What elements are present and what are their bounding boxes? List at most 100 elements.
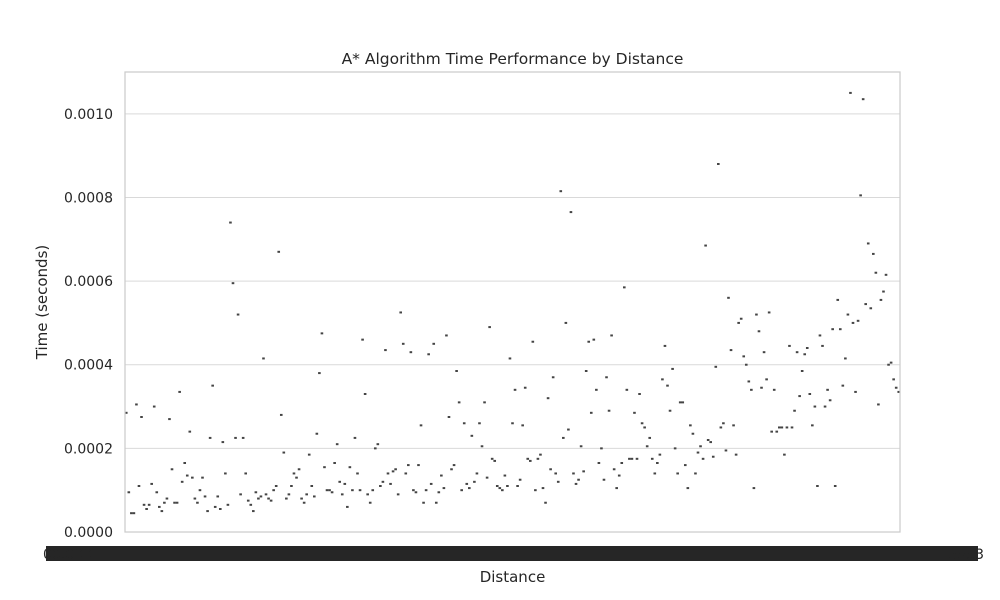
data-point: [719, 426, 723, 429]
data-point: [506, 485, 509, 487]
data-point: [234, 436, 237, 439]
data-point: [445, 334, 448, 337]
data-point: [859, 194, 862, 197]
data-point: [640, 422, 644, 425]
data-point: [625, 388, 629, 391]
data-point: [691, 432, 695, 435]
data-point: [658, 453, 662, 456]
data-point: [262, 357, 265, 360]
data-point: [572, 472, 575, 475]
data-point: [338, 480, 342, 483]
data-point: [264, 493, 268, 496]
x-tick-labels: 00.000 5553: [43, 546, 984, 563]
data-point: [468, 487, 471, 490]
data-point: [556, 480, 560, 483]
data-point: [689, 424, 692, 427]
data-point: [818, 334, 822, 337]
data-point: [447, 416, 451, 418]
data-point: [450, 468, 453, 471]
data-point: [381, 480, 385, 483]
data-point: [800, 370, 804, 372]
data-point: [224, 472, 227, 475]
data-point: [661, 378, 664, 381]
data-point: [376, 443, 380, 446]
data-point: [193, 497, 197, 500]
data-point: [795, 351, 799, 354]
data-point: [272, 489, 275, 492]
data-point: [836, 298, 840, 301]
data-point: [493, 459, 497, 462]
data-point: [734, 453, 738, 456]
data-point: [709, 441, 712, 444]
data-point: [221, 441, 225, 444]
data-point: [615, 487, 618, 490]
data-point: [828, 399, 832, 402]
data-point: [132, 512, 136, 515]
data-point: [755, 313, 758, 316]
data-point: [315, 432, 319, 435]
data-point: [653, 472, 657, 475]
data-point: [803, 353, 807, 356]
data-point: [780, 426, 784, 429]
data-point: [826, 388, 829, 391]
data-point: [864, 303, 867, 306]
data-point: [297, 468, 301, 471]
data-point: [213, 505, 217, 508]
data-point: [155, 491, 159, 494]
y-tick-labels: 0.0000 0.0002 0.0004 0.0006 0.0008 0.0010: [64, 107, 113, 541]
data-point: [706, 439, 710, 441]
data-point: [142, 503, 146, 506]
y-tick-label: 0.0008: [64, 190, 113, 206]
data-point: [844, 357, 847, 360]
data-point: [742, 355, 746, 358]
data-point: [198, 489, 202, 492]
data-point: [765, 378, 768, 381]
data-point: [384, 349, 387, 352]
data-point: [872, 252, 875, 255]
data-point: [666, 384, 669, 387]
data-point: [549, 468, 552, 471]
data-points: [124, 91, 901, 515]
chart-title: A* Algorithm Time Performance by Distanc…: [342, 50, 684, 68]
data-point: [323, 466, 326, 469]
data-point: [648, 436, 652, 439]
data-point: [534, 489, 537, 492]
data-point: [440, 474, 443, 477]
data-point: [196, 501, 199, 504]
data-point: [340, 493, 344, 496]
data-point: [889, 361, 893, 364]
data-point: [663, 344, 667, 347]
data-point: [140, 416, 143, 418]
data-point: [894, 386, 898, 389]
data-point: [180, 480, 184, 483]
data-point: [752, 487, 756, 490]
data-point: [798, 395, 801, 398]
data-point: [823, 405, 827, 408]
x-tick-label-last: 5553: [948, 547, 984, 563]
data-point: [582, 470, 585, 473]
data-point: [737, 321, 740, 324]
data-point: [711, 455, 715, 458]
data-point: [579, 445, 583, 448]
data-point: [701, 457, 705, 460]
data-point: [607, 409, 611, 412]
data-point: [750, 388, 753, 391]
data-point: [236, 313, 240, 316]
data-point: [358, 489, 362, 492]
data-point: [203, 495, 207, 498]
data-point: [419, 424, 423, 427]
data-point: [696, 451, 700, 454]
data-point: [805, 347, 809, 349]
data-point: [635, 457, 639, 460]
data-point: [401, 342, 405, 345]
data-point: [729, 349, 733, 352]
data-point: [455, 370, 458, 372]
data-point: [208, 436, 212, 439]
data-point: [772, 388, 776, 391]
data-point: [856, 319, 860, 322]
data-point: [541, 487, 545, 490]
data-point: [473, 480, 476, 483]
data-point: [643, 426, 646, 429]
data-point: [544, 501, 547, 504]
data-point: [884, 273, 888, 276]
